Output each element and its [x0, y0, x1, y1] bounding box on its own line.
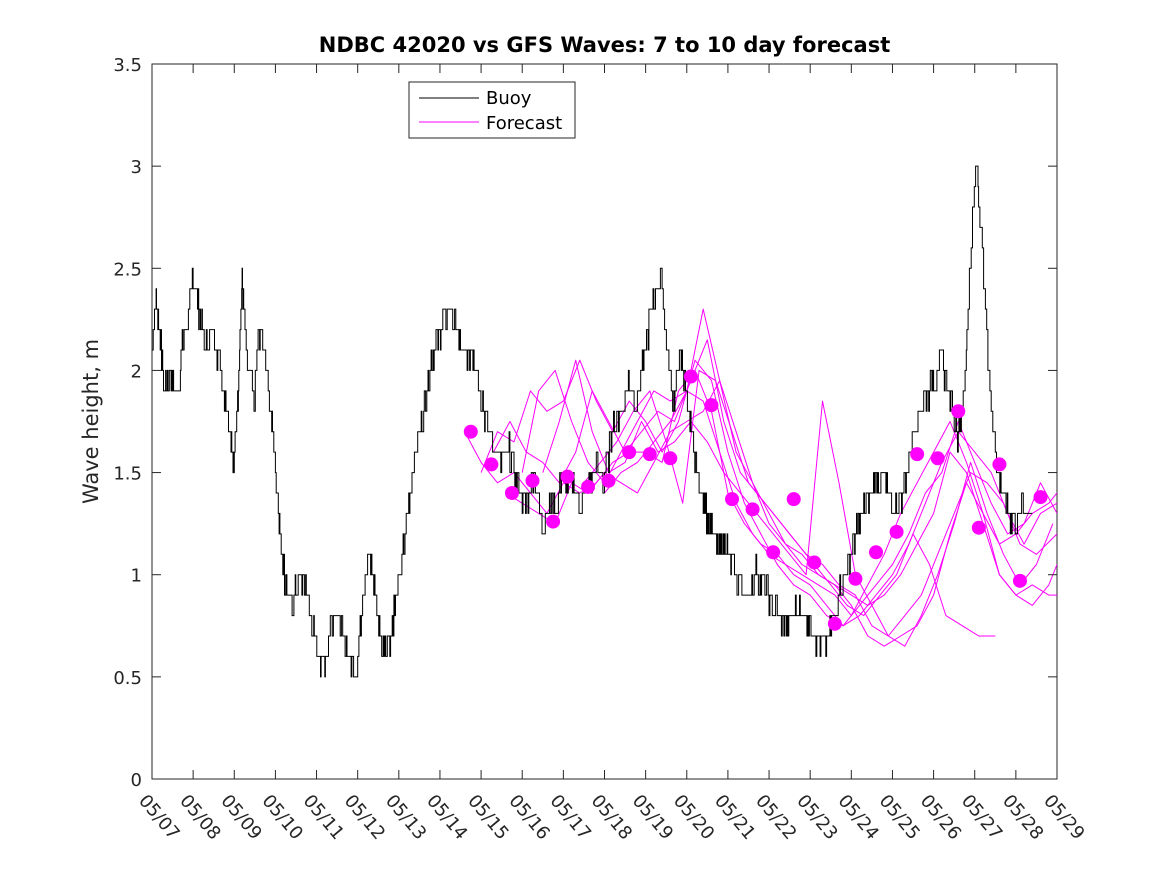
- forecast-marker: [463, 424, 478, 439]
- forecast-marker: [725, 492, 740, 507]
- legend-label-forecast: Forecast: [486, 113, 562, 134]
- buoy-line: [152, 165, 1033, 678]
- y-tick-label: 0.5: [113, 668, 142, 689]
- buoy-line-group: [152, 165, 1033, 678]
- forecast-marker: [951, 404, 966, 419]
- forecast-marker: [484, 457, 499, 472]
- forecast-marker: [622, 445, 637, 460]
- legend: Buoy Forecast: [408, 81, 576, 139]
- forecast-marker: [704, 398, 719, 413]
- forecast-marker: [642, 447, 657, 462]
- y-tick-label: 0: [131, 770, 142, 791]
- forecast-marker: [910, 447, 925, 462]
- forecast-marker: [827, 616, 842, 631]
- y-tick-label: 2.5: [113, 259, 142, 280]
- forecast-marker: [869, 545, 883, 560]
- forecast-marker: [546, 514, 561, 529]
- forecast-marker: [930, 451, 945, 466]
- forecast-line-7: [583, 369, 996, 637]
- forecast-marker: [504, 486, 519, 500]
- y-axis-label: Wave height, m: [79, 339, 103, 504]
- forecast-line-8: [604, 390, 1057, 617]
- forecast-marker: [807, 555, 822, 570]
- forecast-marker: [560, 469, 575, 484]
- forecast-marker: [889, 524, 904, 539]
- y-tick-label: 3: [131, 157, 142, 178]
- forecast-marker: [1033, 490, 1048, 505]
- forecast-marker: [745, 502, 760, 517]
- forecast-marker: [683, 369, 698, 384]
- forecast-markers: [463, 369, 1048, 631]
- legend-box: [408, 81, 576, 139]
- legend-label-buoy: Buoy: [486, 88, 532, 109]
- forecast-marker: [992, 457, 1007, 472]
- y-axis-ticks: 0 0.5 1 1.5 2 2.5 3 3.5: [113, 55, 1057, 791]
- y-tick-label: 3.5: [113, 55, 142, 76]
- forecast-marker: [1012, 573, 1027, 588]
- forecast-marker: [766, 545, 781, 560]
- y-tick-label: 1.5: [113, 464, 142, 485]
- y-tick-label: 2: [131, 361, 142, 382]
- forecast-marker: [525, 473, 540, 488]
- forecast-line-5: [521, 308, 1057, 606]
- forecast-marker: [663, 451, 678, 466]
- y-tick-label: 1: [131, 566, 142, 587]
- chart-title: NDBC 42020 vs GFS Waves: 7 to 10 day for…: [319, 33, 890, 57]
- forecast-marker: [786, 492, 801, 507]
- forecast-marker: [971, 520, 986, 535]
- forecast-marker: [581, 479, 596, 494]
- forecast-marker: [848, 571, 863, 586]
- forecast-marker: [601, 473, 616, 488]
